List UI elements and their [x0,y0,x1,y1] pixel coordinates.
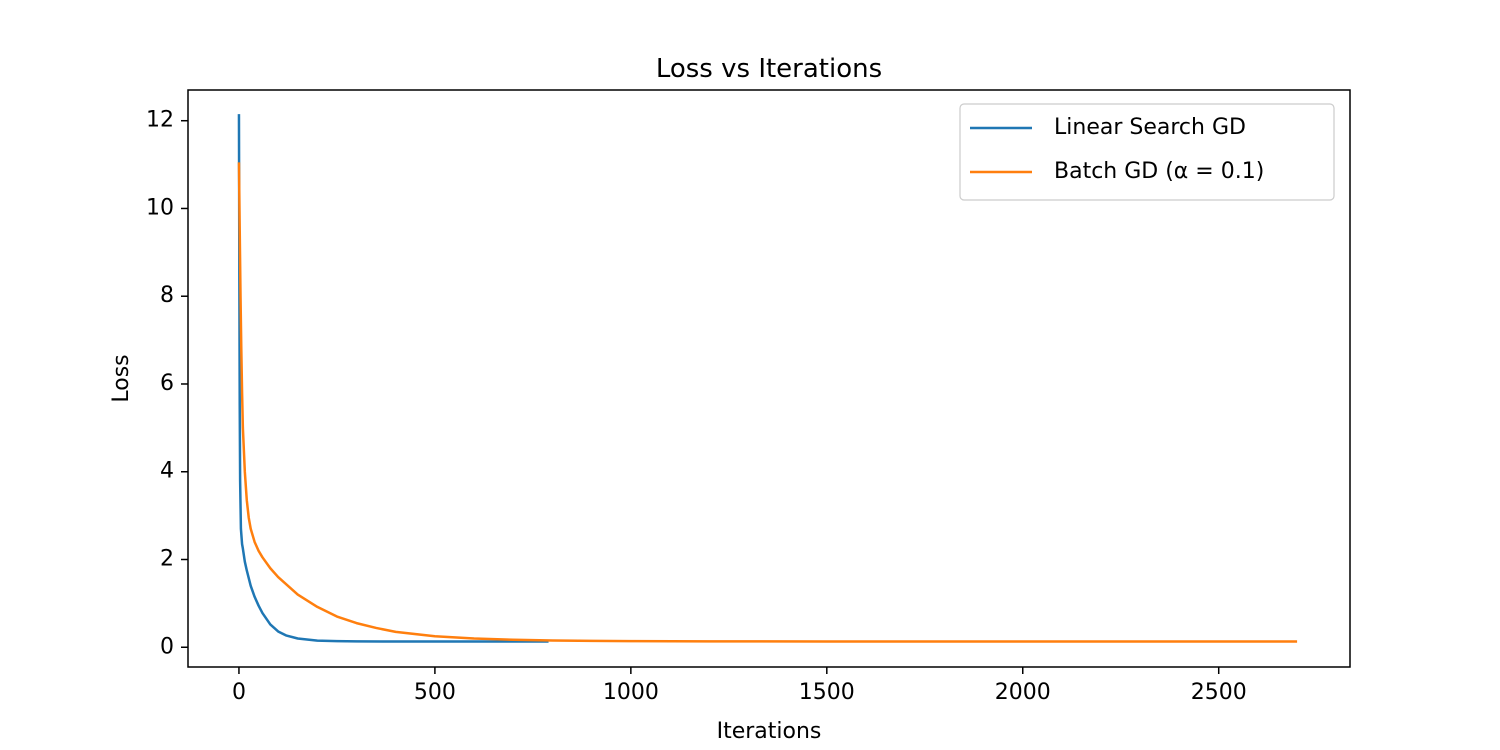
legend-label-batch-gd: Batch GD (α = 0.1) [1054,159,1264,184]
x-tick-label: 2000 [995,680,1051,705]
series-line-batch-gd [237,162,1298,643]
x-tick-label: 2500 [1191,680,1247,705]
y-axis: 0 2 4 6 8 10 12 [146,108,188,659]
legend: Linear Search GD Batch GD (α = 0.1) [959,103,1335,201]
x-axis: 0 500 1000 1500 2000 2500 [232,667,1247,705]
y-tick-label: 6 [160,371,174,396]
y-tick-label: 8 [160,283,174,308]
x-tick-label: 500 [414,680,456,705]
legend-box [959,103,1335,201]
plot-frame [187,89,1351,668]
series-layer [237,114,1298,643]
legend-label-linear-search: Linear Search GD [1054,115,1246,140]
chart-title: Loss vs Iterations [656,54,882,84]
y-tick-label: 12 [146,108,174,133]
x-tick-label: 1000 [603,680,659,705]
x-tick-label: 1500 [799,680,855,705]
series-line-linear-search-gd [237,114,549,643]
y-tick-label: 2 [160,546,174,571]
y-axis-title: Loss [109,354,134,402]
y-tick-label: 4 [160,459,174,484]
x-tick-label: 0 [232,680,246,705]
y-tick-label: 10 [146,195,174,220]
y-tick-label: 0 [160,634,174,659]
x-axis-title: Iterations [717,719,822,744]
